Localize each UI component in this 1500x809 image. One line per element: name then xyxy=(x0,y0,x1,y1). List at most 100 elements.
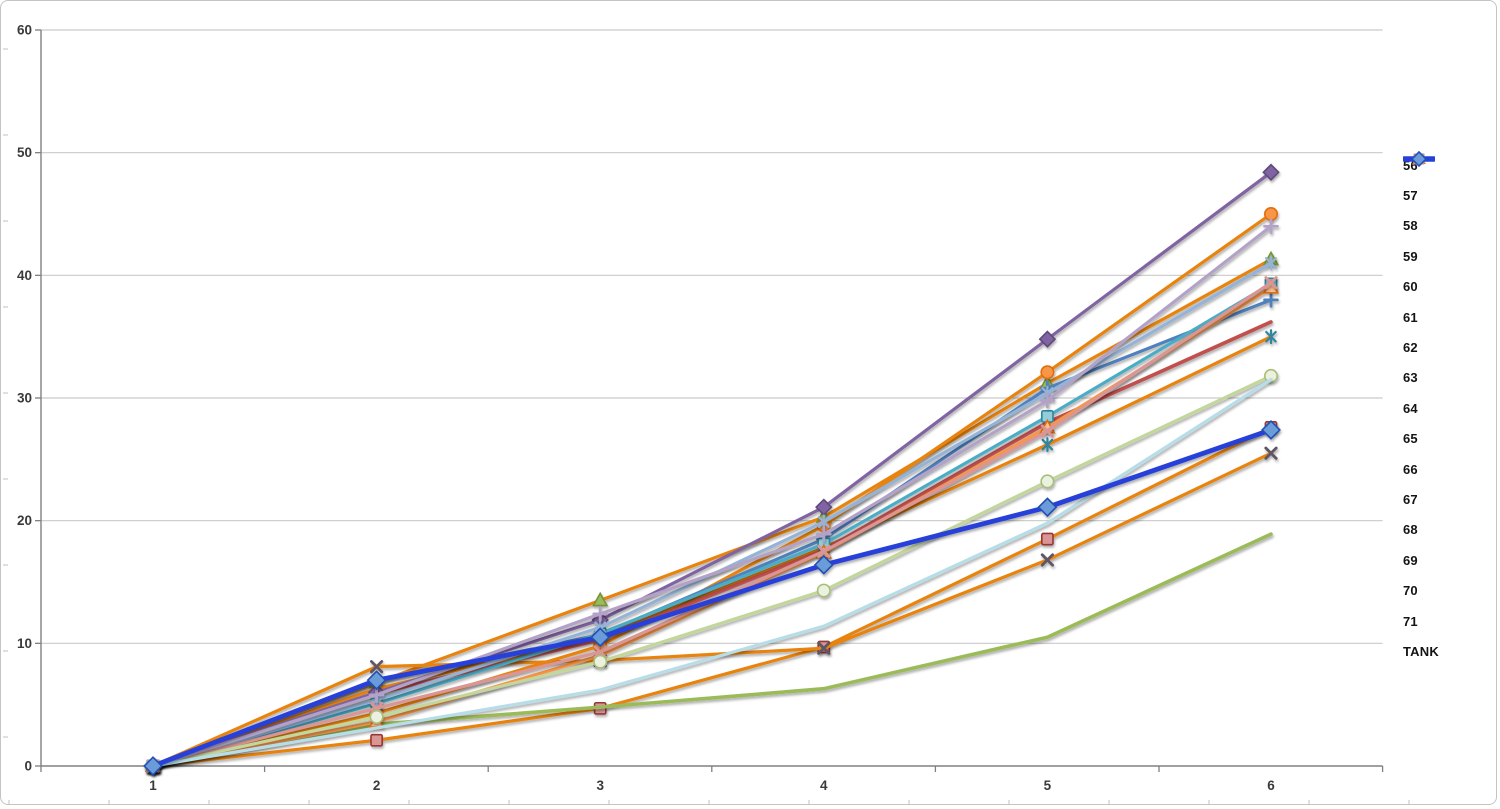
legend-item-68: 68 xyxy=(1403,153,1498,545)
series-69-marker-x2 xyxy=(369,709,384,724)
series-TANK-marker-x4 xyxy=(813,554,834,575)
series-69-marker-x3 xyxy=(593,654,608,669)
legend-label-61: 61 xyxy=(1403,309,1418,325)
series-59-marker-x5 xyxy=(1041,437,1054,453)
legend-item-61: 61 xyxy=(1403,152,1498,332)
legend-label-69: 69 xyxy=(1403,552,1418,568)
legend-item-69: 69 xyxy=(1403,153,1498,575)
series-69-marker-x5 xyxy=(1040,474,1055,489)
series-68-marker-x3 xyxy=(593,645,607,659)
series-63 xyxy=(151,532,1273,768)
legend-item-71: 71 xyxy=(1403,156,1498,636)
series-TANK-marker-x5 xyxy=(1037,497,1058,518)
series-58-line xyxy=(151,451,1273,768)
legend-item-63: 63 xyxy=(1403,156,1498,393)
legend-label-70: 70 xyxy=(1403,583,1418,599)
series-70 xyxy=(145,218,1279,774)
legend-label-58: 58 xyxy=(1403,218,1418,234)
x-tick-label: 4 xyxy=(820,778,828,793)
series-65-line xyxy=(151,282,1273,768)
series-60-marker-x5 xyxy=(1040,365,1055,380)
legend-label-71: 71 xyxy=(1403,613,1418,629)
series-64-marker-x5 xyxy=(1038,330,1057,348)
series-TANK-marker-x2 xyxy=(366,670,387,691)
series-56-line xyxy=(151,425,1273,768)
series-70-marker-x4 xyxy=(816,526,832,542)
y-tick-label: 40 xyxy=(17,268,32,283)
legend-label-62: 62 xyxy=(1403,340,1418,356)
legend-item-57: 57 xyxy=(1403,151,1498,210)
series-TANK-marker-x3 xyxy=(590,627,611,648)
legend-key-TANK xyxy=(1403,150,1435,168)
legend-item-70: 70 xyxy=(1403,152,1498,605)
series-TANK-line xyxy=(150,427,1274,769)
legend-label-68: 68 xyxy=(1403,522,1418,538)
series-59-line xyxy=(151,335,1273,768)
series-71 xyxy=(151,378,1273,768)
y-tick-label: 20 xyxy=(17,513,32,528)
series-63-line xyxy=(151,532,1273,768)
series-57-marker-x3 xyxy=(592,591,609,607)
legend-label-65: 65 xyxy=(1403,431,1418,447)
legend-label-66: 66 xyxy=(1403,461,1418,477)
y-tick-label: 60 xyxy=(17,23,32,38)
legend-label-59: 59 xyxy=(1403,248,1418,264)
y-tick-label: 0 xyxy=(24,759,32,774)
series-58-marker-x2 xyxy=(370,660,384,674)
series-66-line xyxy=(151,286,1273,768)
series-TANK-marker-x6 xyxy=(1261,419,1281,440)
y-tick-label: 50 xyxy=(17,145,32,160)
legend-label-67: 67 xyxy=(1403,491,1418,507)
series-64-line xyxy=(151,170,1273,768)
series-69-line xyxy=(151,374,1273,768)
series-61 xyxy=(145,292,1279,774)
legend-item-62: 62 xyxy=(1403,156,1498,362)
y-tick-label: 10 xyxy=(17,636,32,651)
series-56-marker-x2 xyxy=(370,733,383,747)
legend-label-63: 63 xyxy=(1403,370,1418,386)
series-59-marker-x6 xyxy=(1265,329,1277,345)
legend-label-60: 60 xyxy=(1403,279,1418,295)
legend-label-TANK: TANK xyxy=(1403,643,1439,659)
series-56-marker-x5 xyxy=(1041,532,1054,546)
legend-item-64: 64 xyxy=(1403,151,1498,423)
series-69-marker-x4 xyxy=(816,583,831,598)
series-TANK-marker-x1 xyxy=(143,756,163,776)
legend-item-66: 66 xyxy=(1403,151,1498,484)
series-70-marker-x6 xyxy=(1263,218,1279,235)
legend-item-60: 60 xyxy=(1403,153,1498,302)
series-58-marker-x4 xyxy=(817,641,831,655)
legend-item-59: 59 xyxy=(1403,152,1498,271)
series-70-marker-x5 xyxy=(1039,392,1056,409)
series-69-marker-x6 xyxy=(1264,368,1279,383)
series-58-marker-x6 xyxy=(1264,446,1278,460)
series-68-marker-x6 xyxy=(1264,276,1278,290)
x-tick-label: 3 xyxy=(596,778,604,793)
x-tick-label: 2 xyxy=(373,778,381,793)
legend-label-57: 57 xyxy=(1403,188,1418,204)
chart-legend: 56 57 58 59 60 61 62 63 64 65 66 67 68 69 70 71 TANK xyxy=(1403,150,1498,667)
series-68-marker-x5 xyxy=(1040,424,1054,438)
series-TANK xyxy=(143,419,1281,776)
x-tick-label: 5 xyxy=(1044,778,1052,793)
x-tick-label: 6 xyxy=(1267,778,1275,793)
series-68-marker-x4 xyxy=(817,544,831,558)
series-70-line xyxy=(151,224,1273,768)
series-58-marker-x5 xyxy=(1040,553,1054,567)
series-67-marker-x6 xyxy=(1265,255,1277,271)
series-67 xyxy=(147,255,1277,774)
series-64-marker-x6 xyxy=(1262,163,1280,182)
y-tick-label: 30 xyxy=(17,391,32,406)
series-60-marker-x6 xyxy=(1264,207,1279,222)
series-64 xyxy=(144,163,1280,775)
series-71-line xyxy=(151,378,1273,768)
legend-item-67: 67 xyxy=(1403,152,1498,514)
series-70-marker-x2 xyxy=(368,687,385,703)
legend-item-58: 58 xyxy=(1403,153,1498,241)
series-67-marker-x4 xyxy=(817,514,830,530)
legend-label-64: 64 xyxy=(1403,400,1418,416)
series-70-marker-x3 xyxy=(592,606,608,622)
legend-item-TANK: TANK xyxy=(1403,150,1498,666)
